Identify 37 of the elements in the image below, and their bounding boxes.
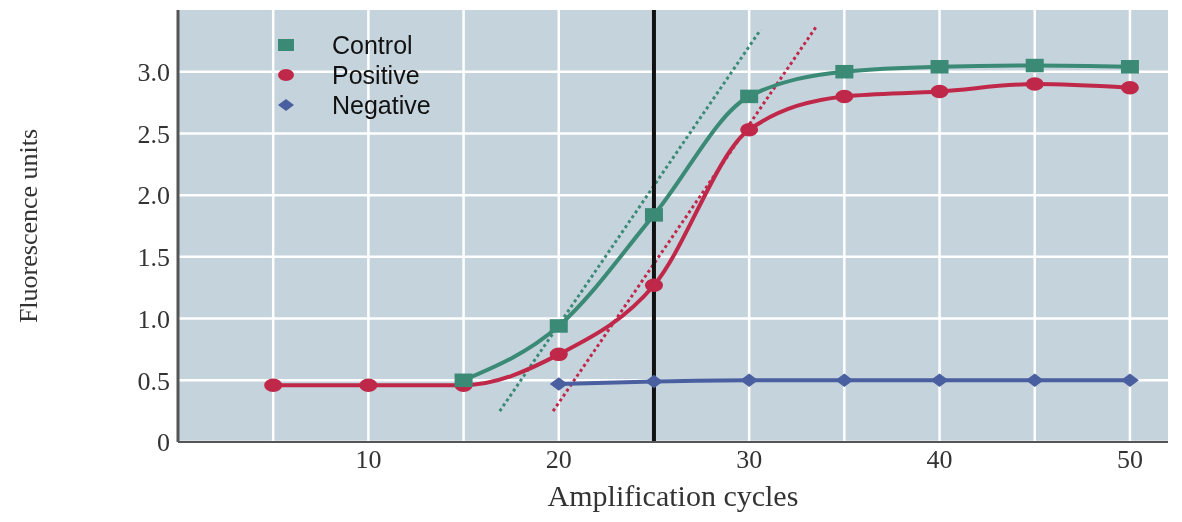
point [1120,60,1139,74]
legend-label: Positive [332,60,420,90]
y-tick-label: 1.0 [137,304,170,334]
x-tick-label: 20 [545,445,572,475]
point [454,373,473,388]
legend-label: Negative [332,90,431,120]
point [930,373,949,388]
y-tick-label: 0.5 [137,366,170,396]
point [740,122,759,137]
y-tick-label: 3.0 [137,57,170,87]
point [1120,81,1139,95]
point [930,60,949,74]
point [740,89,759,104]
point [835,64,854,79]
y-tick-label: 2.0 [137,181,170,211]
point [549,319,568,333]
point [930,84,949,99]
point [1025,58,1044,73]
point [1025,77,1044,91]
point [549,377,568,391]
point [644,208,663,222]
x-tick-label: 30 [736,445,763,475]
y-tick-label: 1.5 [137,243,170,273]
point [644,278,663,292]
point [835,373,854,388]
x-tick-label: 10 [355,445,382,475]
point [549,347,568,362]
x-axis-title: Amplification cycles [547,479,799,512]
legend-label: Control [332,30,413,60]
y-tick-label: 0 [157,428,170,458]
y-axis-title: Fluorescence units [14,128,44,324]
point [264,378,283,392]
y-tick-label: 2.5 [137,119,170,149]
point [359,378,378,392]
point [835,89,854,104]
x-tick-label: 50 [1116,445,1143,475]
x-tick-label: 40 [926,445,953,475]
